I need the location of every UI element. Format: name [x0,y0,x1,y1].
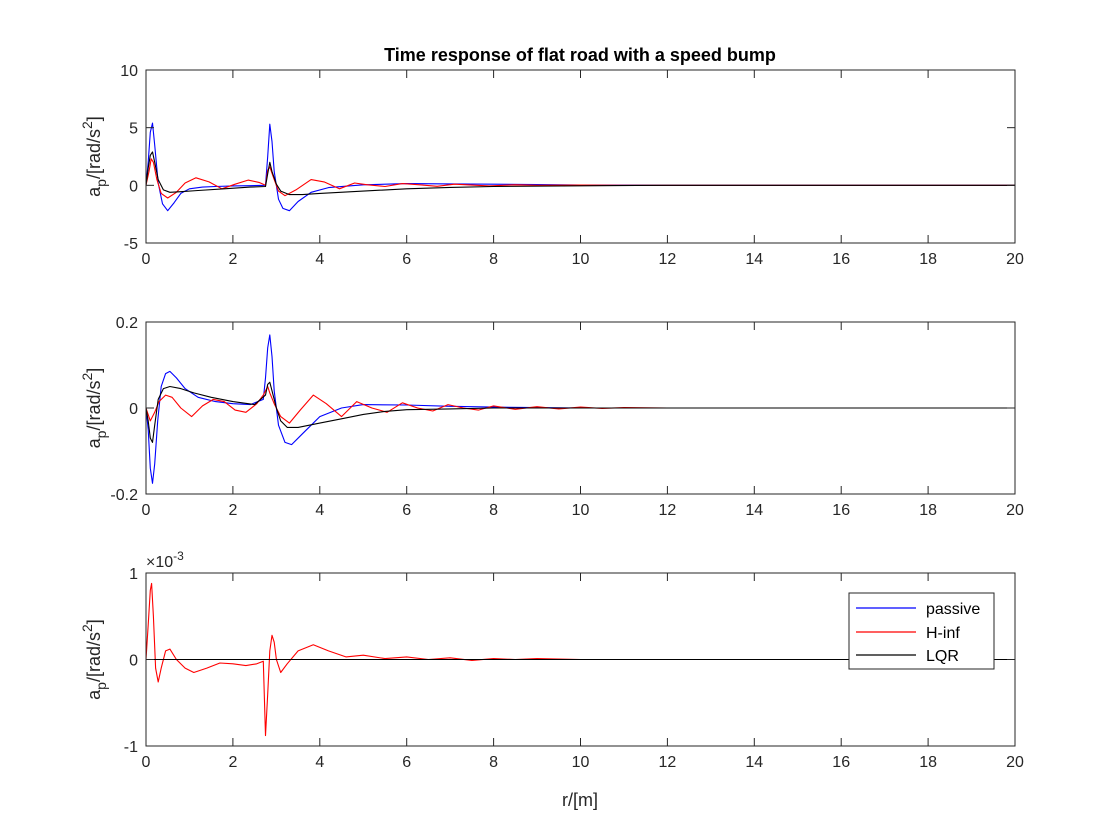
x-tick-label: 20 [1006,754,1024,771]
series-line-passive [146,122,1015,212]
series-line-h-inf [146,385,1015,424]
x-tick-label: 2 [228,754,237,771]
x-tick-label: 18 [919,502,937,519]
series-line-h-inf [146,158,1015,199]
y-axis-label: ap/[rad/s2] [79,116,109,197]
x-tick-label: 0 [142,251,151,268]
legend-label-hinf: H-inf [926,625,960,642]
series-line-lqr [146,151,1015,196]
x-tick-label: 4 [315,251,324,268]
y-tick-label: 0 [129,653,138,670]
x-tick-label: 18 [919,754,937,771]
y-tick-label: -0.2 [110,487,138,504]
x-tick-label: 12 [659,502,677,519]
x-tick-label: 16 [832,502,850,519]
series-line-passive [146,334,1015,484]
y-tick-label: 0.2 [116,315,138,332]
x-tick-label: 10 [572,502,590,519]
x-tick-label: 8 [489,502,498,519]
x-tick-label: 6 [402,251,411,268]
figure-title: Time response of flat road with a speed … [384,45,776,65]
series-line-lqr [146,381,1015,443]
x-tick-label: 14 [745,502,763,519]
x-tick-label: 8 [489,251,498,268]
legend-label-passive: passive [926,601,980,618]
series-line-h-inf [146,582,1015,737]
x-tick-label: 0 [142,502,151,519]
x-tick-label: 2 [228,502,237,519]
x-tick-label: 12 [659,251,677,268]
x-tick-label: 10 [572,251,590,268]
x-tick-label: 14 [745,251,763,268]
x-tick-label: 14 [745,754,763,771]
series-group [146,334,1015,484]
x-tick-label: 4 [315,754,324,771]
y-axis-label: ap/[rad/s2] [79,619,109,700]
y-tick-label: 0 [129,178,138,195]
x-tick-label: 10 [572,754,590,771]
legend: passive H-inf LQR [848,592,995,670]
y-tick-label: 10 [120,63,138,80]
y-exponent-label: ×10-3 [146,549,184,571]
y-tick-label: 5 [129,121,138,138]
x-tick-label: 20 [1006,251,1024,268]
x-tick-label: 16 [832,754,850,771]
y-tick-label: 1 [129,566,138,583]
x-tick-label: 18 [919,251,937,268]
x-tick-label: 8 [489,754,498,771]
x-tick-label: 2 [228,251,237,268]
y-axis-label: ap/[rad/s2] [79,368,109,449]
subplot-2: 0 2 4 6 8 10 12 14 16 18 20-0.200.2ap/[rad/s2] [79,315,1024,519]
x-tick-label: 4 [315,502,324,519]
x-axis-label: r/[m] [562,790,598,810]
legend-label-lqr: LQR [926,648,959,665]
legend-box [848,592,995,670]
x-tick-label: 12 [659,754,677,771]
x-tick-label: 0 [142,754,151,771]
axes-background [146,70,1015,243]
x-tick-label: 20 [1006,502,1024,519]
series-group [146,122,1015,212]
x-tick-label: 16 [832,251,850,268]
y-tick-label: -5 [124,236,138,253]
y-tick-label: 0 [129,401,138,418]
x-tick-label: 6 [402,754,411,771]
x-tick-label: 6 [402,502,411,519]
y-tick-label: -1 [124,739,138,756]
